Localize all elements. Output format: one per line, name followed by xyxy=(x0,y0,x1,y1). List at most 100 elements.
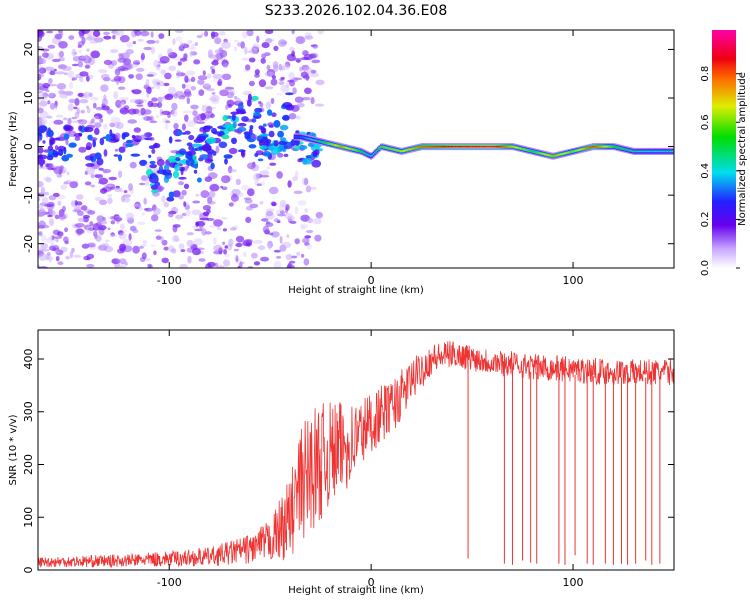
spectrogram-blob xyxy=(72,209,82,213)
spectrogram-blob xyxy=(201,104,208,112)
spectrogram-y-tick-label: -20 xyxy=(22,235,35,253)
spectrogram-blob xyxy=(227,168,237,173)
spectrogram-ridge-cell xyxy=(461,145,464,148)
spectrogram-blob xyxy=(73,133,83,138)
spectrogram-blob xyxy=(157,101,163,108)
spectrogram-ridge-cell xyxy=(618,147,621,149)
spectrogram-ridge-cell xyxy=(543,153,546,156)
spectrogram-blob xyxy=(109,129,113,137)
spectrogram-ridge-cell xyxy=(395,149,398,151)
spectrogram-blob xyxy=(241,116,249,122)
spectrogram-blob xyxy=(134,201,141,210)
spectrogram-ridge-cell xyxy=(508,145,511,148)
spectrogram-ridge-cell xyxy=(419,146,422,148)
spectrogram-blob xyxy=(224,245,228,249)
spectrogram-blob xyxy=(98,69,108,74)
spectrogram-blob xyxy=(255,173,260,180)
spectrogram-ridge-cell xyxy=(413,147,416,150)
spectrogram-blob xyxy=(195,193,200,197)
spectrogram-blob xyxy=(287,180,292,188)
spectrogram-ridge-cell xyxy=(326,142,329,144)
spectrogram-blob xyxy=(71,78,75,81)
spectrogram-blob xyxy=(283,153,289,157)
spectrogram-ridge-cell xyxy=(337,145,340,147)
snr-y-label: SNR (10 * v/v) xyxy=(8,414,19,485)
spectrogram-ridge-cell xyxy=(442,145,445,148)
spectrogram-blob xyxy=(295,115,301,120)
spectrogram-ridge-cell xyxy=(565,152,568,154)
spectrogram-blob xyxy=(186,97,190,105)
spectrogram-blob xyxy=(178,243,185,250)
spectrogram-ridge-cell xyxy=(392,148,395,151)
spectrogram-blob xyxy=(310,186,317,190)
spectrogram-ridge-cell xyxy=(600,145,603,148)
spectrogram-blob xyxy=(89,156,94,161)
spectrogram-blob xyxy=(173,123,179,130)
spectrogram-ridge-cell xyxy=(478,145,481,148)
spectrogram-blob xyxy=(39,125,48,132)
spectrogram-blob xyxy=(251,43,260,51)
spectrogram-ridge-cell xyxy=(628,149,631,152)
spectrogram-blob xyxy=(220,185,224,189)
spectrogram-ridge-cell xyxy=(432,145,435,148)
spectrogram-blob xyxy=(199,223,204,229)
spectrogram-blob xyxy=(267,109,273,116)
spectrogram-ridge-cell xyxy=(415,147,418,149)
colorbar-tick-label: 0.8 xyxy=(700,66,711,82)
spectrogram-blob xyxy=(188,134,195,141)
spectrogram-blob xyxy=(161,257,169,264)
spectrogram-blob xyxy=(168,191,175,198)
spectrogram-blob xyxy=(94,197,104,201)
spectrogram-blob xyxy=(234,46,238,52)
spectrogram-ridge-cell xyxy=(299,136,302,138)
spectrogram-ridge-cell xyxy=(306,137,309,140)
spectrogram-blob xyxy=(208,155,214,160)
spectrogram-blob xyxy=(252,239,263,244)
spectrogram-ridge-cell xyxy=(535,151,538,154)
spectrogram-ridge-cell xyxy=(391,148,394,150)
snr-x-tick-label: -100 xyxy=(157,576,182,589)
spectrogram-blob xyxy=(305,73,310,81)
spectrogram-ridge-cell xyxy=(511,145,514,148)
spectrogram-blob xyxy=(179,263,188,268)
spectrogram-blob xyxy=(108,176,117,181)
spectrogram-blob xyxy=(38,146,44,154)
spectrogram-blob xyxy=(268,186,279,195)
spectrogram-blob xyxy=(229,193,234,196)
spectrogram-blob xyxy=(103,59,113,66)
spectrogram-ridge-cell xyxy=(382,146,385,148)
spectrogram-blob xyxy=(178,166,185,172)
spectrogram-ridge-cell xyxy=(487,145,490,148)
spectrogram-ridge-cell xyxy=(539,152,542,155)
spectrogram-blob xyxy=(302,50,309,56)
spectrogram-ridge-cell xyxy=(582,148,584,150)
spectrogram-ridge-cell xyxy=(467,145,470,148)
spectrogram-blob xyxy=(143,208,149,211)
spectrogram-blob xyxy=(243,131,251,136)
spectrogram-blob xyxy=(133,127,141,133)
spectrogram-ridge-cell xyxy=(459,145,462,148)
spectrogram-ridge-cell xyxy=(550,155,553,157)
spectrogram-ridge-cell xyxy=(429,145,432,148)
spectrogram-ridge-cell xyxy=(637,150,640,153)
spectrogram-blob xyxy=(306,217,314,224)
spectrogram-ridge-cell xyxy=(521,148,524,150)
spectrogram-blob xyxy=(48,92,54,98)
spectrogram-blob xyxy=(164,72,172,80)
spectrogram-blob xyxy=(84,54,89,57)
spectrogram-blob xyxy=(177,131,183,136)
spectrogram-blob xyxy=(207,261,216,268)
spectrogram-ridge-cell xyxy=(548,154,551,157)
spectrogram-blob xyxy=(92,139,96,148)
spectrogram-blob xyxy=(218,141,228,149)
spectrogram-blob xyxy=(140,30,150,37)
spectrogram-blob xyxy=(122,132,130,138)
spectrogram-ridge-cell xyxy=(372,153,375,155)
spectrogram-blob xyxy=(208,225,217,228)
spectrogram-blob xyxy=(200,112,207,121)
spectrogram-blob xyxy=(216,226,222,230)
spectrogram-blob xyxy=(173,235,179,242)
spectrogram-blob xyxy=(197,75,208,81)
spectrogram-blob xyxy=(236,192,244,198)
